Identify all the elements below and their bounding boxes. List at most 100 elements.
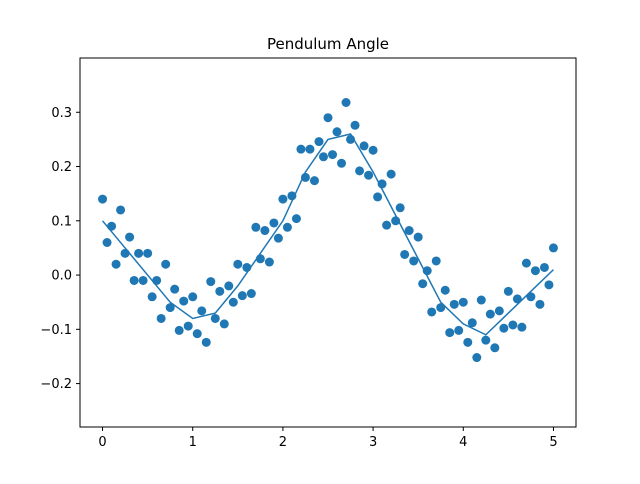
x-tick-label: 3 [369, 435, 377, 450]
point [467, 318, 477, 328]
point [147, 292, 157, 302]
point [364, 170, 374, 180]
point [337, 158, 347, 168]
point [179, 296, 189, 306]
chart-title: Pendulum Angle [267, 35, 389, 53]
point [273, 233, 283, 243]
point [490, 343, 500, 353]
point [476, 295, 486, 305]
y-tick-label: −0.2 [40, 377, 72, 392]
point [165, 303, 175, 313]
point [332, 127, 342, 137]
x-tick-label: 5 [549, 435, 557, 450]
point [210, 313, 220, 323]
point [170, 284, 180, 294]
point [548, 243, 558, 253]
point [440, 285, 450, 295]
point [463, 337, 473, 347]
point [246, 289, 256, 299]
point [107, 221, 117, 231]
point [228, 297, 238, 307]
point [539, 262, 549, 272]
point [282, 222, 292, 232]
point [120, 248, 130, 258]
point [431, 256, 441, 266]
point [499, 323, 509, 333]
x-tick-label: 1 [189, 435, 197, 450]
point [382, 220, 392, 230]
y-tick-label: 0.1 [51, 214, 72, 229]
point [318, 152, 328, 162]
point [530, 266, 540, 276]
point [458, 297, 468, 307]
point [341, 97, 351, 107]
line [101, 133, 554, 336]
point [328, 150, 338, 160]
point [544, 280, 554, 290]
point [413, 232, 423, 242]
point [156, 313, 166, 323]
point [138, 275, 148, 285]
y-tick-label: 0.0 [51, 269, 72, 284]
point [445, 328, 455, 338]
point [418, 279, 428, 289]
point [359, 141, 369, 151]
point [111, 259, 121, 269]
y-tick-label: −0.1 [40, 323, 72, 338]
point [143, 248, 153, 258]
point [472, 353, 482, 363]
point [481, 335, 491, 345]
point [224, 281, 234, 291]
point [233, 259, 243, 269]
point [116, 205, 126, 215]
point [305, 144, 315, 154]
point [291, 214, 301, 224]
point [409, 256, 419, 266]
point [395, 203, 405, 213]
x-tick-label: 0 [98, 435, 106, 450]
point [174, 325, 184, 335]
point [278, 194, 288, 204]
point [183, 321, 193, 331]
point [350, 120, 360, 130]
point [494, 306, 504, 316]
x-tick-label: 4 [459, 435, 467, 450]
point [134, 248, 144, 258]
point [309, 176, 319, 186]
point [237, 291, 247, 301]
point [188, 292, 198, 302]
point [192, 329, 202, 339]
point [404, 226, 414, 236]
point [386, 169, 396, 179]
point [125, 232, 135, 242]
point [535, 299, 545, 309]
point [400, 249, 410, 259]
point [517, 322, 527, 332]
point [454, 325, 464, 335]
point [215, 286, 225, 296]
point [206, 277, 216, 287]
point [98, 194, 108, 204]
point [323, 113, 333, 123]
x-tick-label: 2 [279, 435, 287, 450]
point [373, 192, 383, 202]
point [449, 299, 459, 309]
point [427, 307, 437, 317]
point [129, 275, 139, 285]
y-tick-label: 0.3 [51, 106, 72, 121]
point [264, 257, 274, 267]
point [269, 218, 279, 228]
point [368, 145, 378, 155]
point [355, 166, 365, 176]
point [219, 319, 229, 329]
point [197, 306, 207, 316]
point [260, 226, 270, 236]
plot-frame [79, 57, 577, 428]
point [508, 320, 518, 330]
point [251, 222, 261, 232]
point [296, 144, 306, 154]
point [102, 238, 112, 247]
point [201, 337, 211, 347]
point [161, 259, 171, 269]
